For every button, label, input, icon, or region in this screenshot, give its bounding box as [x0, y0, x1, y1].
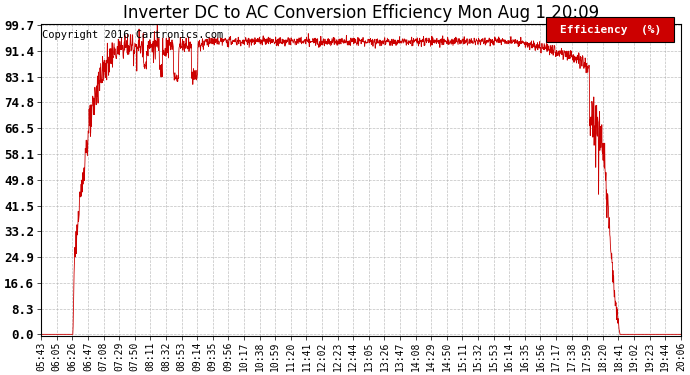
FancyBboxPatch shape [546, 18, 674, 42]
Text: Copyright 2016 Cartronics.com: Copyright 2016 Cartronics.com [42, 30, 224, 40]
Text: Efficiency  (%): Efficiency (%) [560, 25, 661, 35]
Title: Inverter DC to AC Conversion Efficiency Mon Aug 1 20:09: Inverter DC to AC Conversion Efficiency … [123, 4, 599, 22]
